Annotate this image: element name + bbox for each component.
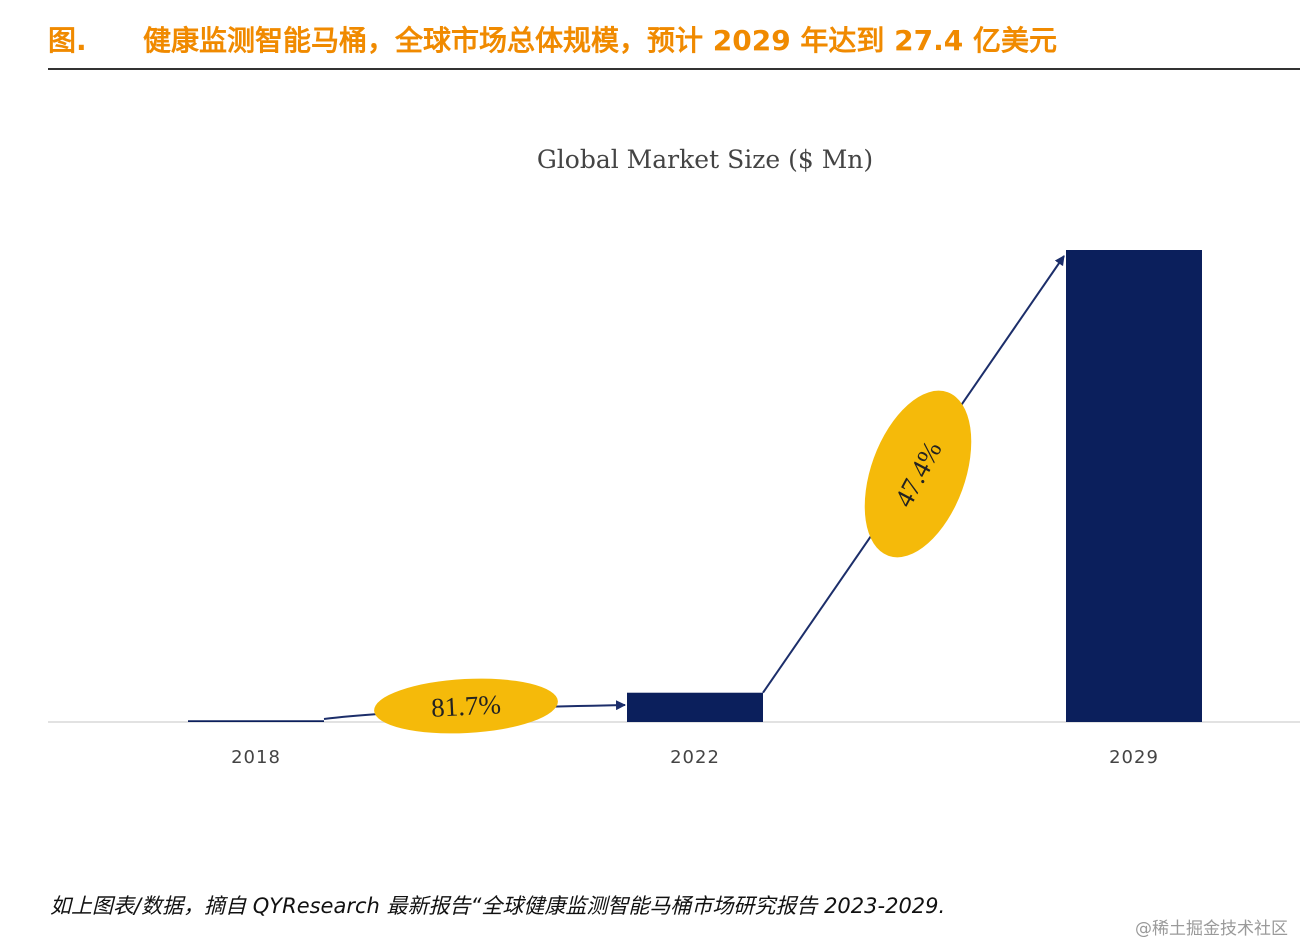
source-note: 如上图表/数据，摘自 QYResearch 最新报告“全球健康监测智能马桶市场研…: [50, 894, 946, 918]
watermark-text: @稀土掘金技术社区: [1135, 919, 1288, 939]
bar-2018: [188, 720, 324, 722]
figure-header: 图. 健康监测智能马桶，全球市场总体规模，预计 2029 年达到 27.4 亿美…: [48, 14, 1288, 64]
cagr-ellipse-2018-2022: [374, 678, 558, 734]
bar-2022: [627, 692, 763, 722]
cagr-ellipse-2022-2029: [864, 390, 972, 558]
figure-title: 健康监测智能马桶，全球市场总体规模，预计 2029 年达到 27.4 亿美元: [143, 24, 1058, 57]
x-tick-label-2018: 2018: [231, 747, 281, 768]
cagr-annotations-layer: 81.7%47.4%: [374, 390, 972, 734]
cagr-label-2018-2022: 81.7%: [430, 689, 501, 723]
chart-title: Global Market Size ($ Mn): [537, 145, 873, 174]
x-axis-ticks: 2018 2022 2029: [231, 747, 1159, 768]
x-tick-label-2029: 2029: [1109, 747, 1159, 768]
figure-label: 图.: [48, 24, 87, 57]
bars-layer: [188, 250, 1202, 722]
header-divider: [48, 68, 1300, 70]
x-tick-label-2022: 2022: [670, 747, 720, 768]
bar-2029: [1066, 250, 1202, 722]
